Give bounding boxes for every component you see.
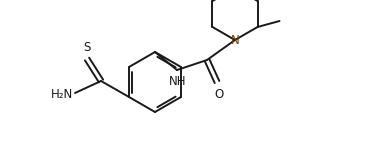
Text: H₂N: H₂N xyxy=(51,89,73,102)
Text: N: N xyxy=(231,34,239,46)
Text: NH: NH xyxy=(169,75,187,88)
Text: S: S xyxy=(83,41,91,54)
Text: O: O xyxy=(214,88,224,101)
